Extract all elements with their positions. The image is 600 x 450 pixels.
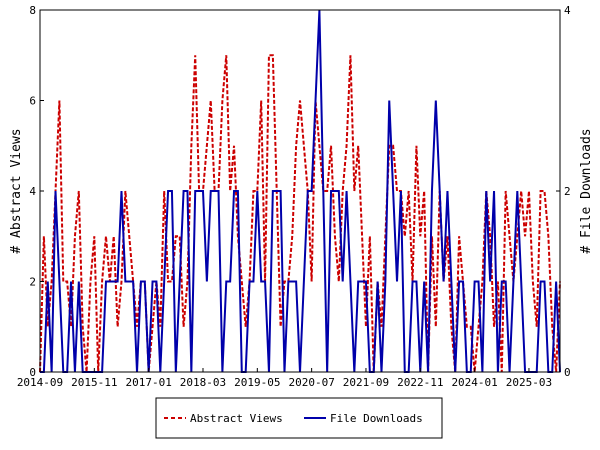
x-tick-label: 2021-09 (343, 376, 389, 389)
left-axis-label: # Abstract Views (9, 128, 24, 253)
left-tick-label: 4 (29, 185, 36, 198)
x-tick-label: 2019-05 (234, 376, 280, 389)
left-tick-label: 2 (29, 276, 36, 289)
right-tick-label: 2 (564, 185, 571, 198)
left-axis: 0 2 4 6 8 (29, 4, 44, 379)
right-axis: 0 2 4 (556, 4, 571, 379)
x-tick-label: 2020-07 (288, 376, 334, 389)
left-tick-label: 6 (29, 95, 36, 108)
x-tick-label: 2024-01 (451, 376, 497, 389)
legend-box (155, 397, 443, 439)
x-tick-label: 2022-11 (397, 376, 443, 389)
x-tick-label: 2014-09 (17, 376, 63, 389)
right-tick-label: 0 (564, 366, 571, 379)
right-axis-label: # File Downloads (579, 128, 594, 253)
legend-label-abstract-views: Abstract Views (190, 412, 283, 425)
x-tick-label: 2018-03 (180, 376, 226, 389)
x-tick-label: 2017-01 (125, 376, 171, 389)
legend: Abstract Views File Downloads (155, 397, 443, 439)
right-tick-label: 4 (564, 4, 571, 17)
x-axis: 2014-09 2015-11 2017-01 2018-03 2019-05 2020-… (17, 368, 552, 389)
legend-label-file-downloads: File Downloads (330, 412, 423, 425)
left-tick-label: 8 (29, 4, 36, 17)
series-line-abstract-views (39, 54, 561, 373)
x-tick-label: 2015-11 (71, 376, 117, 389)
x-tick-label: 2025-03 (506, 376, 552, 389)
left-tick-label: 0 (29, 366, 36, 379)
